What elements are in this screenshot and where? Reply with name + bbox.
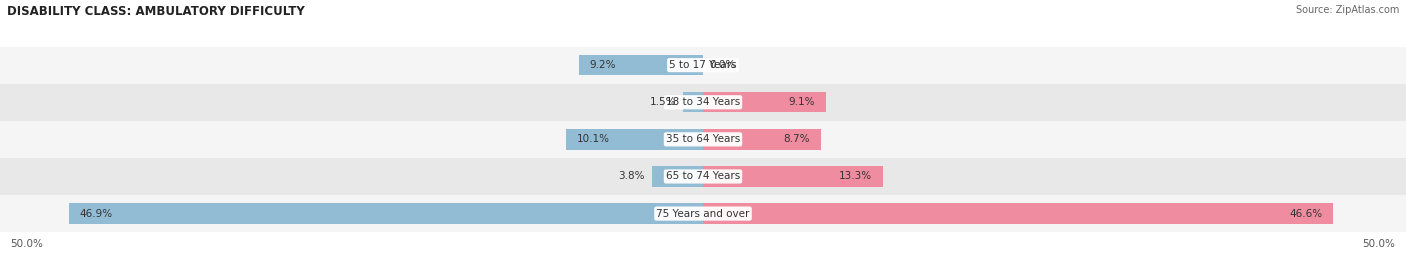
Text: 0.0%: 0.0% [710,60,735,70]
Text: 18 to 34 Years: 18 to 34 Years [666,97,740,107]
Bar [0,121,1406,158]
Bar [0,195,1406,232]
Bar [703,203,1333,224]
Bar [703,166,883,187]
Bar [567,129,703,150]
Text: DISABILITY CLASS: AMBULATORY DIFFICULTY: DISABILITY CLASS: AMBULATORY DIFFICULTY [7,5,305,18]
Text: 13.3%: 13.3% [839,172,872,181]
Text: 35 to 64 Years: 35 to 64 Years [666,134,740,144]
Bar [579,55,703,75]
Text: 46.6%: 46.6% [1289,209,1322,219]
Bar [683,92,703,113]
Text: 8.7%: 8.7% [783,134,810,144]
Text: 5 to 17 Years: 5 to 17 Years [669,60,737,70]
Bar [703,129,821,150]
Bar [69,203,703,224]
Text: Source: ZipAtlas.com: Source: ZipAtlas.com [1295,5,1399,15]
Text: 65 to 74 Years: 65 to 74 Years [666,172,740,181]
Bar [0,158,1406,195]
Text: 3.8%: 3.8% [619,172,645,181]
Text: 9.1%: 9.1% [789,97,815,107]
Text: 46.9%: 46.9% [80,209,112,219]
Bar [0,47,1406,84]
Bar [0,84,1406,121]
Text: 1.5%: 1.5% [650,97,676,107]
Text: 9.2%: 9.2% [589,60,616,70]
Bar [651,166,703,187]
Text: 10.1%: 10.1% [578,134,610,144]
Text: 75 Years and over: 75 Years and over [657,209,749,219]
Bar [703,92,827,113]
